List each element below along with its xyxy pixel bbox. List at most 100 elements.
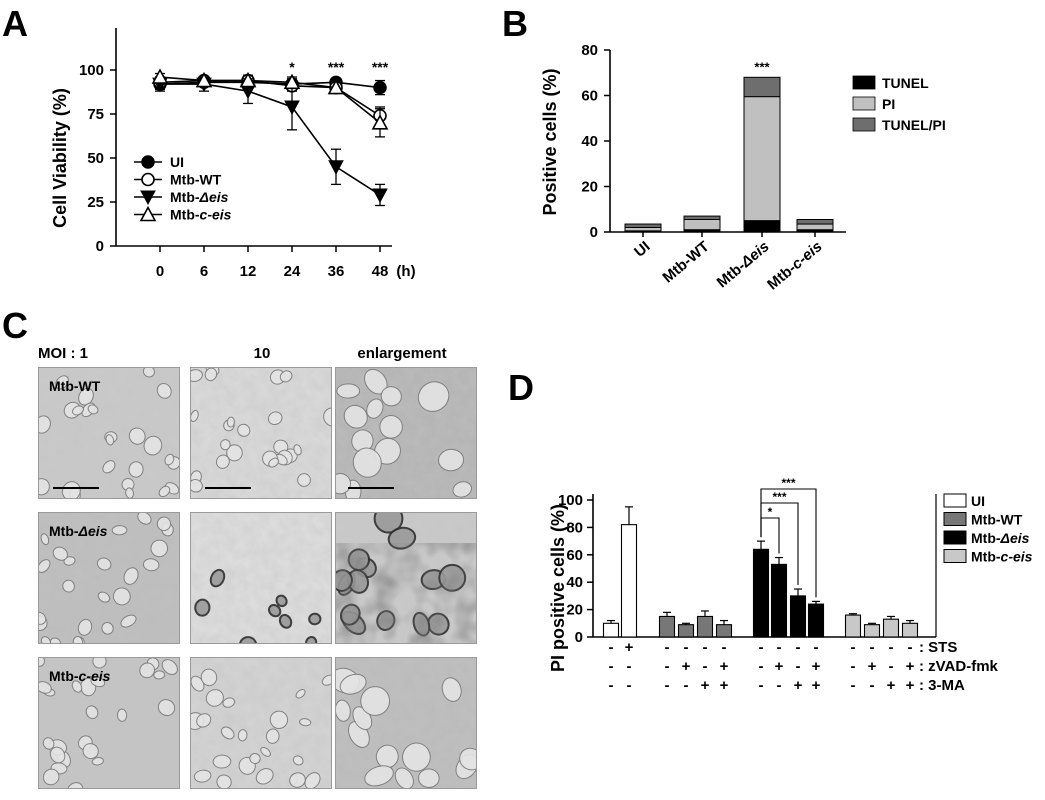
panel-d-treatment-mark: + (906, 658, 915, 675)
micrograph-cell (40, 533, 50, 546)
micrograph-cells (336, 368, 473, 498)
micrograph-cell (373, 513, 404, 534)
panel-a-point (328, 160, 344, 175)
micrograph-cell (92, 658, 107, 669)
panel-d-treatment-label: : STS (919, 639, 957, 656)
panel-d-treatment-mark: + (906, 677, 915, 694)
micrograph-cell (39, 478, 50, 496)
panel-d-significance-bracket (760, 488, 817, 598)
micrograph-cell (226, 416, 235, 428)
panel-a-point (195, 71, 213, 88)
micrograph-cell (139, 662, 155, 679)
micrograph-cell (125, 487, 134, 498)
micrograph-image (336, 658, 476, 788)
panel-d-y-tick-label: 0 (575, 629, 583, 646)
micrograph-cell (111, 525, 128, 536)
micrograph-cell (153, 670, 166, 680)
panel-b-y-tick-label: 40 (581, 133, 598, 150)
panel-b-legend-swatch (852, 75, 876, 90)
panel-a-legend-marker (141, 155, 155, 169)
micrograph-cell (275, 594, 288, 608)
panel-d-significance-mark: * (768, 505, 773, 519)
micrograph-cell (204, 368, 218, 382)
panel-b-bar-segment (683, 215, 721, 220)
micrograph-image (191, 658, 331, 788)
panel-b-category-label: Mtb-c-eis (764, 238, 825, 293)
panel-d-significance-mark: *** (781, 476, 795, 490)
panel-d-bar (677, 624, 695, 638)
panel-label-c: C (2, 305, 28, 346)
micrograph-cell (249, 753, 261, 765)
micrograph-cell (72, 405, 84, 416)
panel-b-bar-segment (796, 223, 834, 231)
panel-d-legend-label: Mtb-c-eis (971, 549, 1033, 565)
micrograph-tile: Mtb-c-eis (38, 657, 180, 789)
micrograph-image (39, 513, 179, 643)
panel-d-bar (863, 624, 881, 638)
micrograph-cell (205, 689, 224, 707)
micrograph-cell (97, 591, 111, 603)
micrograph-cell (226, 444, 243, 462)
panel-a-y-tick-label: 25 (87, 194, 104, 211)
panel-d-legend-label: Mtb-Δeis (971, 530, 1030, 546)
panel-label-b: B (502, 3, 528, 44)
micrograph-cell (336, 699, 351, 722)
micrograph-image (336, 368, 476, 498)
panel-d-bar (602, 622, 620, 638)
micrograph-cell (336, 383, 361, 399)
micrograph-image (39, 368, 179, 498)
panel-d-significance-bracket (760, 517, 780, 554)
panel-d-treatment-mark: - (777, 639, 782, 656)
panel-b-legend-label: PI (882, 96, 895, 112)
panel-a-y-tick-label: 0 (96, 238, 104, 255)
panel-b-bar-segment (624, 226, 662, 232)
panel-a-x-tick-label: 36 (328, 263, 345, 280)
panel-d-treatment-mark: - (703, 639, 708, 656)
panel-a-x-tick-label: 0 (156, 263, 164, 280)
panel-d-treatment-mark: + (868, 658, 877, 675)
panel-d-treatment-mark: - (814, 639, 819, 656)
panel-d-treatment-mark: - (796, 639, 801, 656)
micrograph-cell (212, 754, 232, 769)
panel-a-y-tick-label: 75 (87, 106, 104, 123)
panel-a-x-tick-label: 48 (372, 263, 389, 280)
micrograph-cells (191, 668, 331, 788)
micrograph-debris (336, 543, 476, 643)
micrograph-cell (299, 718, 312, 727)
panel-label-d: D (508, 367, 534, 408)
panel-a-series-3 (151, 68, 389, 138)
micrograph-cell (40, 636, 52, 643)
panel-d-treatment-mark: - (665, 658, 670, 675)
micrograph-cell (77, 618, 93, 636)
panel-d-treatment-mark: + (625, 639, 634, 656)
panel-d-legend-swatch (943, 493, 967, 508)
panel-d-treatment-mark: - (609, 639, 614, 656)
micrograph-cell (289, 772, 306, 788)
micrograph-cell (268, 603, 282, 618)
panel-d-significance-mark: *** (772, 490, 786, 504)
panel-d-treatment-mark: + (701, 677, 710, 694)
micrograph-cell (55, 375, 69, 390)
micrograph-cell (156, 516, 172, 532)
micrograph-cell (128, 461, 144, 478)
panel-b-y-tick-label: 0 (590, 224, 598, 241)
panel-b-legend-label: TUNEL/PI (882, 117, 946, 133)
panel-d-legend-swatch (943, 549, 967, 563)
micrograph-cells (336, 667, 476, 788)
micrograph-image (191, 513, 331, 643)
panel-d-y-tick-label: 80 (566, 519, 583, 536)
micrograph-cell (339, 673, 367, 695)
micrograph-cell (193, 769, 212, 783)
panel-b-bar-segment (624, 223, 662, 228)
panel-d-bar (752, 548, 770, 638)
panel-a-x-tick-label: 12 (240, 263, 257, 280)
micrograph-texture (39, 513, 179, 643)
micrograph-cell (194, 598, 211, 617)
panel-d-treatment-mark: - (609, 658, 614, 675)
panel-d-treatment-mark: - (796, 658, 801, 675)
micrograph-cell (128, 427, 146, 445)
micrograph-cell (268, 457, 280, 468)
panel-b-bar-segment (743, 76, 781, 98)
